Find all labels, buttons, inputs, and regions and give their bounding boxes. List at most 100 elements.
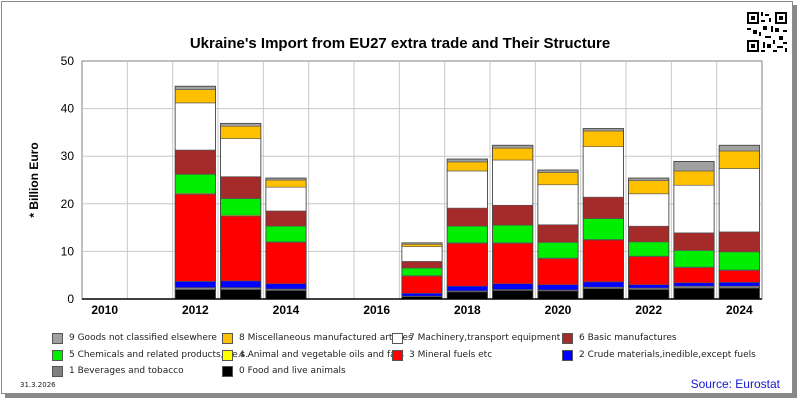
bar-segment [582,146,624,198]
source-label: Source: Eurostat [690,377,780,391]
bar-segment [537,224,579,243]
bar-segment [537,290,579,300]
bar-segment [492,243,534,285]
bar-segment [582,218,624,240]
bar-segment [492,204,534,226]
bar-segment [174,173,216,194]
bar-segment [401,261,443,269]
legend-swatch [52,349,63,361]
bar-segment [446,207,488,227]
bar-segment [446,243,488,287]
bar-segment [673,282,715,287]
legend-swatch [222,332,233,344]
y-tick-label: 40 [61,102,75,116]
chart-title: Ukraine's Import from EU27 extra trade a… [190,35,610,52]
legend-item: 4 Animal and vegetable oils and fats [222,348,404,362]
bar-segment [582,281,624,288]
y-tick-label: 0 [67,292,74,306]
bar-segment [492,159,534,206]
x-tick-label: 2012 [182,303,209,317]
legend-item: 7 Machinery,transport equipment [392,331,560,345]
bar-segment [718,270,760,283]
bar-segment [582,196,624,219]
bar-segment [537,258,579,286]
x-tick-label: 2020 [545,303,572,317]
bar-segment [582,130,624,147]
legend-label: 7 Machinery,transport equipment [409,333,561,343]
bar-segment [265,283,307,290]
bar-segment [174,85,216,90]
legend-item: 5 Chemicals and related products,n.e.s. [52,348,248,362]
bar-segment [446,285,488,292]
bar-segment [673,184,715,234]
legend-swatch [562,349,573,361]
bar-segment [401,292,443,297]
legend-swatch [222,349,233,361]
bar-segment [718,150,760,169]
bar-segment [220,198,262,216]
legend-swatch [222,365,233,377]
bar-segment [401,267,443,276]
bar-segment [174,102,216,151]
bar-segment [628,180,670,195]
x-tick-label: 2022 [635,303,662,317]
legend-item: 8 Miscellaneous manufactured articles [222,331,413,345]
qr-code-icon [745,10,789,54]
bar-segment [537,242,579,259]
y-tick-label: 50 [61,54,75,68]
bar-segment [401,243,443,247]
bar-segment [673,250,715,268]
legend-item: 0 Food and live animals [222,364,346,378]
x-tick-label: 2014 [273,303,300,317]
bar-segment [537,184,579,226]
bar-segment [673,267,715,284]
date-label: 31.3.2026 [20,381,56,389]
y-tick-label: 10 [61,244,75,258]
x-tick-label: 2010 [91,303,118,317]
legend-label: 3 Mineral fuels etc [409,350,493,360]
legend-label: 5 Chemicals and related products,n.e.s. [69,350,249,360]
bar-segment [492,144,534,149]
bar-segment [446,225,488,244]
legend-item: 2 Crude materials,inedible,except fuels [562,348,756,362]
bar-segment [673,170,715,186]
bar-segment [265,210,307,227]
bar-segment [673,232,715,251]
bar-segment [220,289,262,300]
legend-label: 9 Goods not classified elsewhere [69,333,217,343]
bar-segment [174,149,216,175]
bar-segment [446,158,488,163]
bar-segment [628,241,670,257]
y-axis-label: * Billion Euro [27,142,41,217]
bar-segment [673,161,715,172]
bar-segment [220,215,262,282]
bar-segment [220,138,262,177]
bar-segment [492,283,534,290]
legend-item: 9 Goods not classified elsewhere [52,331,217,345]
bar-segment [265,290,307,300]
legend-item: 6 Basic manufactures [562,331,677,345]
legend-label: 0 Food and live animals [239,366,346,376]
bar-segment [220,125,262,139]
bar-segment [401,246,443,262]
bar-segment [628,193,670,227]
bar-segment [628,284,670,289]
bar-segment [628,225,670,243]
bar-segment [446,291,488,300]
y-tick-label: 30 [61,149,75,163]
y-tick-label: 20 [61,197,75,211]
bar-segment [174,289,216,300]
legend-swatch [52,365,63,377]
legend-item: 1 Beverages and tobacco [52,364,184,378]
legend-label: 4 Animal and vegetable oils and fats [239,350,404,360]
legend-label: 2 Crude materials,inedible,except fuels [579,350,756,360]
bar-segment [718,287,760,300]
bar-segment [174,89,216,104]
bar-segment [582,239,624,283]
legend-swatch [562,332,573,344]
bar-segment [446,161,488,172]
legend-item: 3 Mineral fuels etc [392,348,492,362]
legend-swatch [52,332,63,344]
bar-segment [265,242,307,285]
